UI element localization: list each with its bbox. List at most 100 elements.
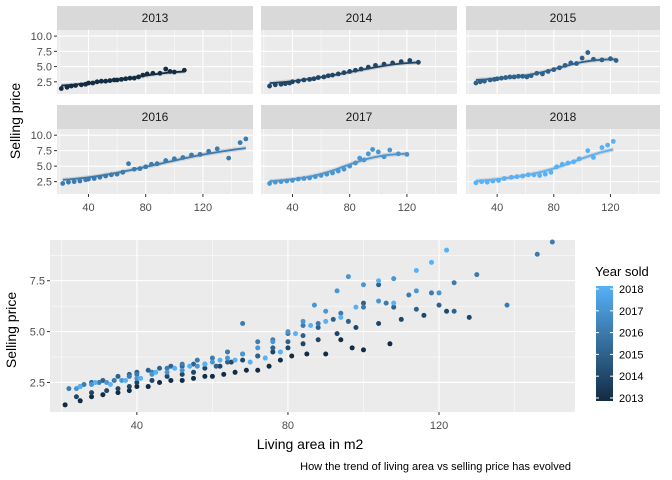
- facet-point: [171, 156, 177, 162]
- scatter-point: [119, 377, 125, 383]
- x-tick-label: 40: [286, 202, 298, 214]
- facet-point: [387, 147, 393, 153]
- scatter-point: [225, 359, 231, 365]
- y-tick-label: 7.5: [37, 46, 52, 58]
- scatter-point: [304, 351, 310, 357]
- y-tick-label: 7.5: [37, 146, 52, 158]
- faceted-scatter-section: 2013 2.5 5.0 7.5 10.0 2014 2015 2016 2.5 5.0 7.5 10…: [31, 6, 660, 214]
- scatter-point: [391, 300, 397, 306]
- scatter-point: [89, 394, 95, 400]
- scatter-point: [126, 384, 132, 390]
- legend-label: 2013: [619, 393, 643, 405]
- scatter-point: [149, 371, 155, 377]
- scatter-point: [209, 359, 215, 365]
- facet-point: [613, 58, 619, 63]
- scatter-point: [123, 377, 129, 383]
- scatter-point: [157, 379, 163, 385]
- scatter-point: [77, 384, 83, 390]
- x-tick-label: 80: [282, 420, 294, 432]
- scatter-point: [157, 365, 163, 371]
- scatter-point: [376, 278, 382, 284]
- facet-point: [272, 179, 278, 185]
- y-tick-label: 10.0: [31, 130, 52, 142]
- scatter-point: [217, 363, 223, 369]
- facet-point: [610, 138, 616, 144]
- scatter-point: [353, 325, 359, 331]
- facet-point: [531, 172, 537, 178]
- facet-point: [407, 58, 413, 63]
- scatter-point: [96, 379, 102, 385]
- facet-point: [473, 80, 479, 86]
- scatter-point: [428, 259, 434, 265]
- facet-y-axis-title: Selling price: [7, 83, 23, 159]
- facet-point: [347, 69, 353, 74]
- scatter-point: [164, 373, 170, 379]
- x-tick-label: 120: [398, 202, 416, 214]
- scatter-point: [334, 288, 340, 294]
- facet-point: [91, 176, 97, 181]
- x-tick-label: 40: [491, 202, 503, 214]
- main-y-axis-title: Selling price: [3, 292, 19, 368]
- facet-point: [347, 163, 353, 169]
- facet-point: [290, 79, 295, 85]
- scatter-point: [209, 355, 215, 361]
- facet-point: [318, 173, 324, 178]
- facet-point: [545, 69, 551, 74]
- scatter-point: [134, 384, 140, 390]
- facet-strip: [466, 6, 660, 30]
- scatter-point: [534, 251, 540, 257]
- scatter-point: [77, 398, 83, 404]
- scatter-point: [221, 371, 227, 377]
- scatter-point: [315, 337, 321, 343]
- facet-point: [66, 179, 71, 185]
- scatter-point: [104, 379, 110, 385]
- scatter-point: [243, 367, 249, 373]
- facet-point: [149, 161, 154, 167]
- x-tick-label: 80: [548, 202, 560, 214]
- y-tick-label: 10.0: [31, 31, 52, 43]
- facet-point: [370, 147, 375, 152]
- facet-point: [71, 179, 77, 185]
- scatter-point: [315, 320, 321, 326]
- scatter-point: [255, 367, 261, 373]
- scatter-point: [255, 345, 261, 351]
- scatter-point: [330, 316, 336, 322]
- facet-strip-label: 2016: [142, 110, 169, 124]
- scatter-point: [383, 300, 389, 306]
- series-2017: [73, 274, 442, 392]
- facet-point: [574, 61, 579, 66]
- facet-point: [114, 77, 120, 83]
- facet-panel-2016: 2016 2.5 5.0 7.5 10.0 40 80 120: [31, 105, 253, 214]
- facet-point: [484, 179, 490, 185]
- scatter-point: [406, 292, 412, 298]
- facet-point: [77, 178, 83, 184]
- facet-point: [157, 70, 163, 76]
- facet-point: [114, 171, 120, 177]
- scatter-point: [308, 322, 314, 328]
- scatter-point: [209, 373, 215, 379]
- x-tick-label: 80: [140, 202, 152, 214]
- facet-point: [576, 156, 582, 162]
- facet-point: [404, 151, 410, 157]
- x-tick-label: 120: [194, 202, 212, 214]
- facet-point: [551, 67, 557, 73]
- facet-point: [525, 172, 531, 178]
- facet-point: [494, 76, 500, 82]
- scatter-point: [168, 377, 174, 383]
- facet-point: [189, 152, 194, 158]
- scatter-point: [179, 361, 185, 367]
- scatter-point: [315, 325, 321, 331]
- scatter-point: [285, 329, 291, 335]
- scatter-point: [73, 394, 79, 400]
- scatter-point: [168, 363, 174, 369]
- scatter-point: [391, 276, 397, 282]
- scatter-point: [153, 369, 159, 375]
- scatter-point: [413, 306, 419, 312]
- facet-point: [591, 155, 596, 160]
- facet-point: [60, 181, 66, 186]
- scatter-point: [138, 375, 144, 381]
- facet-point: [321, 74, 327, 80]
- scatter-point: [345, 274, 351, 280]
- facet-point: [94, 79, 100, 85]
- y-tick-label: 5.0: [30, 327, 45, 339]
